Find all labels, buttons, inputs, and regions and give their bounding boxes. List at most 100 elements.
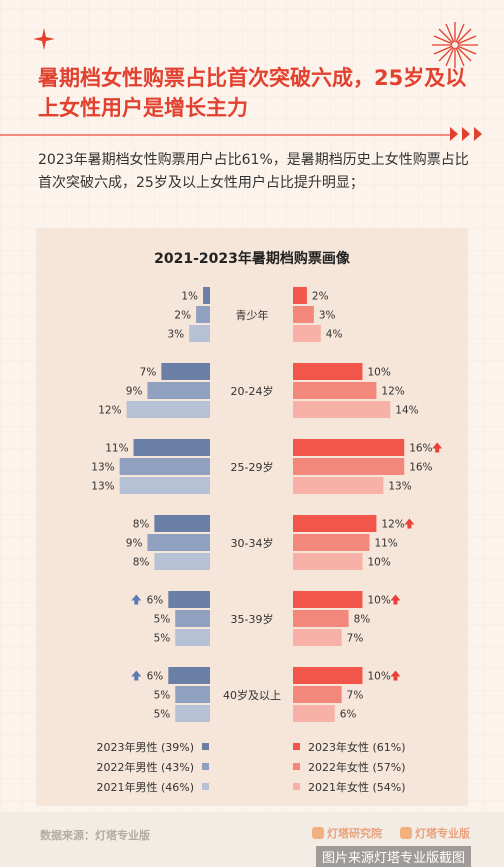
bar-female	[293, 705, 335, 722]
data-label: 7%	[347, 690, 364, 702]
legend-label: 2021年男性 (46%)	[96, 780, 194, 794]
bar-male	[168, 591, 210, 608]
bar-male	[168, 667, 210, 684]
data-label: 10%	[368, 671, 391, 683]
logo-lighthouse-research: 灯塔研究院	[312, 825, 382, 841]
data-label: 1%	[181, 291, 198, 303]
data-label: 5%	[154, 633, 171, 645]
legend-label: 2022年女性 (57%)	[308, 760, 406, 774]
bar-female	[293, 591, 363, 608]
data-label: 13%	[388, 481, 411, 493]
data-label: 16%	[409, 443, 432, 455]
data-label: 11%	[374, 538, 397, 550]
data-label: 7%	[347, 633, 364, 645]
bar-male	[189, 325, 210, 342]
sparkle-icon	[33, 28, 55, 50]
page-title: 暑期档女性购票占比首次突破六成，25岁及以上女性用户是增长主力	[38, 66, 467, 120]
data-label: 6%	[340, 709, 357, 721]
bar-male	[119, 477, 210, 494]
data-label: 10%	[368, 367, 391, 379]
bar-male	[175, 629, 210, 646]
bar-male	[126, 401, 210, 418]
triple-arrow-icon	[450, 127, 482, 141]
data-label: 5%	[154, 709, 171, 721]
title-divider	[0, 134, 450, 136]
data-label: 8%	[133, 557, 150, 569]
up-arrow-icon	[390, 594, 401, 605]
bar-female	[293, 667, 363, 684]
lighthouse-logo-icon	[400, 827, 412, 839]
bar-male	[175, 610, 210, 627]
logo-text-2: 灯塔专业版	[415, 827, 470, 840]
category-label: 20-24岁	[231, 384, 274, 398]
data-label: 12%	[381, 386, 404, 398]
legend-label: 2023年男性 (39%)	[96, 740, 194, 754]
firework-icon	[432, 22, 478, 68]
bar-female	[293, 610, 349, 627]
data-label: 6%	[147, 595, 164, 607]
data-label: 16%	[409, 462, 432, 474]
data-label: 8%	[133, 519, 150, 531]
data-label: 10%	[368, 595, 391, 607]
data-label: 12%	[381, 519, 404, 531]
legend-swatch	[293, 763, 300, 770]
legend-swatch	[202, 743, 209, 750]
bar-male	[196, 306, 210, 323]
bar-male	[147, 534, 210, 551]
up-arrow-icon	[432, 442, 443, 453]
category-label: 30-34岁	[231, 536, 274, 550]
legend-label: 2021年女性 (54%)	[308, 780, 406, 794]
bar-female	[293, 401, 391, 418]
bar-male	[154, 553, 210, 570]
chart-title: 2021-2023年暑期档购票画像	[154, 250, 351, 267]
image-credit: 图片来源灯塔专业版截图	[316, 846, 472, 867]
logo-text-1: 灯塔研究院	[327, 827, 382, 840]
data-label: 6%	[147, 671, 164, 683]
up-arrow-icon	[131, 670, 142, 681]
bar-female	[293, 306, 314, 323]
bar-female	[293, 439, 405, 456]
data-label: 9%	[126, 386, 143, 398]
bar-female	[293, 382, 377, 399]
bar-female	[293, 686, 342, 703]
data-label: 2%	[312, 291, 329, 303]
data-label: 4%	[326, 329, 343, 341]
data-label: 5%	[154, 690, 171, 702]
bar-female	[293, 325, 321, 342]
legend-swatch	[293, 783, 300, 790]
data-label: 7%	[140, 367, 157, 379]
bar-male	[119, 458, 210, 475]
bar-male	[161, 363, 210, 380]
bar-female	[293, 534, 370, 551]
legend-swatch	[293, 743, 300, 750]
data-label: 11%	[105, 443, 128, 455]
bar-female	[293, 363, 363, 380]
data-label: 2%	[174, 310, 191, 322]
category-label: 40岁及以上	[223, 688, 281, 702]
up-arrow-icon	[390, 670, 401, 681]
data-label: 5%	[154, 614, 171, 626]
data-label: 13%	[91, 462, 114, 474]
bar-female	[293, 287, 307, 304]
data-source: 数据来源：灯塔专业版	[40, 829, 150, 842]
data-label: 14%	[395, 405, 418, 417]
lighthouse-logo-icon	[312, 827, 324, 839]
legend-label: 2022年男性 (43%)	[96, 760, 194, 774]
bar-male	[175, 705, 210, 722]
logo-lighthouse-pro: 灯塔专业版	[400, 825, 470, 841]
bar-male	[133, 439, 210, 456]
page-subtitle: 2023年暑期档女性购票用户占比61%，是暑期档历史上女性购票占比首次突破六成，…	[38, 152, 469, 191]
data-label: 13%	[91, 481, 114, 493]
category-label: 青少年	[236, 308, 269, 322]
bar-male	[203, 287, 210, 304]
up-arrow-icon	[131, 594, 142, 605]
data-label: 9%	[126, 538, 143, 550]
bar-female	[293, 629, 342, 646]
bar-male	[154, 515, 210, 532]
legend-swatch	[202, 783, 209, 790]
bar-female	[293, 458, 405, 475]
data-label: 12%	[98, 405, 121, 417]
bar-male	[175, 686, 210, 703]
data-label: 3%	[167, 329, 184, 341]
